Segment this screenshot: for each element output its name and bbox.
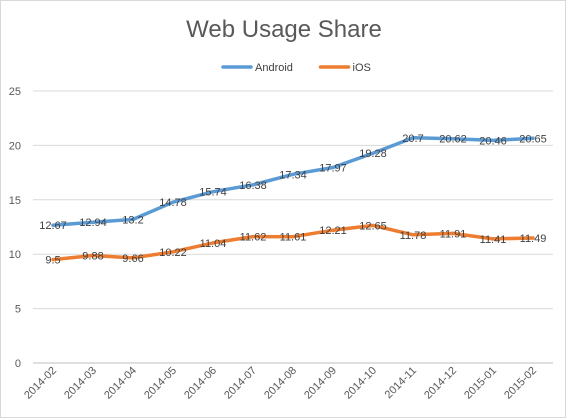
x-tick-label: 2014-08: [262, 365, 299, 402]
series-line-android: [51, 136, 535, 227]
data-label: 11.49: [520, 233, 547, 245]
y-tick-label: 0: [15, 358, 21, 370]
data-label: 13.2: [122, 214, 143, 226]
y-tick-label: 15: [9, 195, 21, 207]
legend: Android iOS: [221, 62, 371, 74]
x-tick-label: 2014-09: [302, 365, 339, 402]
data-label: 16.38: [239, 180, 267, 192]
y-tick-label: 20: [9, 140, 21, 152]
y-tick-label: 25: [9, 86, 21, 98]
x-tick-label: 2014-03: [62, 365, 99, 402]
y-tick-label: 10: [9, 249, 21, 261]
data-label: 12.67: [39, 220, 67, 232]
x-tick-label: 2014-12: [422, 365, 459, 402]
x-tick-label: 2014-02: [22, 365, 59, 402]
data-label: 12.21: [319, 225, 347, 237]
data-label: 12.94: [79, 217, 107, 229]
data-label: 9.66: [122, 253, 143, 265]
data-label: 12.65: [359, 220, 387, 232]
data-label: 15.74: [199, 187, 227, 199]
data-label: 11.41: [480, 234, 507, 246]
data-label: 20.62: [439, 134, 467, 146]
x-tick-label: 2014-06: [182, 365, 219, 402]
x-axis-ticks: 2014-02 2014-03 2014-04 2014-05 2014-06 2014-…: [22, 365, 539, 402]
x-tick-label: 2015-01: [462, 365, 499, 402]
data-label: 11.04: [200, 238, 227, 250]
y-tick-label: 5: [15, 304, 21, 316]
data-label: 20.46: [479, 135, 507, 147]
chart-title: Web Usage Share: [186, 16, 382, 43]
legend-label: Android: [255, 62, 293, 74]
data-label: 11.91: [440, 228, 467, 240]
data-label: 11.61: [280, 232, 307, 244]
data-label: 11.78: [400, 230, 427, 242]
gridlines: [33, 90, 553, 364]
x-tick-label: 2014-11: [383, 365, 419, 401]
data-label: 9.5: [45, 255, 60, 267]
x-tick-label: 2014-10: [342, 365, 379, 402]
data-label: 10.22: [159, 247, 187, 259]
data-label: 11.62: [240, 232, 267, 244]
data-label: 17.97: [319, 162, 347, 174]
series-line-ios: [51, 223, 535, 262]
x-tick-label: 2014-05: [142, 365, 179, 402]
data-label: 17.34: [279, 169, 307, 181]
data-labels: 12.67 12.94 13.2 14.78 15.74 16.38 17.34 17.97 1…: [39, 133, 547, 267]
series-lines: [51, 136, 535, 262]
data-label: 14.78: [159, 197, 187, 209]
x-tick-label: 2014-04: [102, 365, 139, 402]
legend-label: iOS: [353, 62, 371, 74]
data-label: 20.65: [519, 133, 547, 145]
x-tick-label: 2015-02: [502, 365, 539, 402]
y-axis-ticks: 0 5 10 15 20 25: [9, 86, 21, 370]
x-tick-label: 2014-07: [222, 365, 259, 402]
data-label: 9.88: [82, 251, 103, 263]
data-label: 19.28: [359, 148, 387, 160]
data-label: 20.7: [402, 133, 423, 145]
